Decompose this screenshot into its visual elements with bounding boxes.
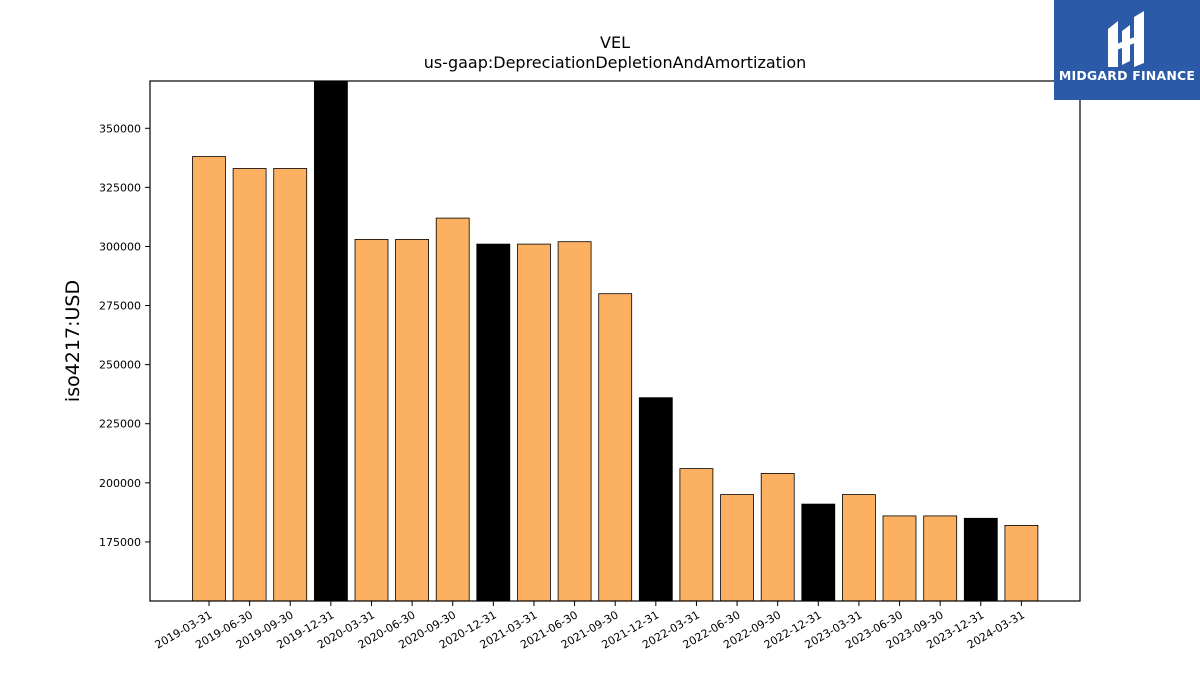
y-axis-ticks: 175000 200000 225000 250000 275000 300000 3250… <box>99 122 150 549</box>
bar-2020-03-31 <box>354 238 389 602</box>
bar-2020-06-30 <box>395 238 430 602</box>
y-tick-label: 225000 <box>99 418 141 431</box>
bar-2023-03-31 <box>842 494 876 602</box>
y-tick-label: 275000 <box>99 300 141 313</box>
bar-2022-12-31 <box>801 503 836 602</box>
bar-2022-03-31 <box>679 468 714 602</box>
midgard-finance-logo: MIDGARD FINANCE <box>1054 0 1200 100</box>
y-tick-label: 250000 <box>99 359 141 372</box>
bars-group <box>192 80 1039 602</box>
x-axis-ticks: 2019-03-312019-06-302019-09-302019-12-31… <box>153 601 1027 652</box>
bar-2023-09-30 <box>923 515 958 602</box>
bar-2021-03-31 <box>517 243 551 602</box>
y-tick-label: 325000 <box>99 181 141 194</box>
bar-2021-12-31 <box>638 397 673 602</box>
bar-2020-09-30 <box>435 217 470 602</box>
bar-2023-06-30 <box>882 515 917 602</box>
y-tick-label: 175000 <box>99 536 141 549</box>
y-tick-label: 200000 <box>99 477 141 490</box>
bar-2024-03-31 <box>1004 525 1039 602</box>
y-tick-label: 300000 <box>99 240 141 253</box>
plot-frame <box>149 80 1081 602</box>
bar-2019-06-30 <box>232 168 267 602</box>
bar-2019-09-30 <box>273 168 308 602</box>
bar-2023-12-31 <box>963 517 998 602</box>
bar-2019-03-31 <box>192 156 226 602</box>
logo-mark-icon <box>1108 11 1144 67</box>
bar-2020-12-31 <box>476 243 511 602</box>
bar-2022-06-30 <box>720 494 754 602</box>
bar-2021-06-30 <box>557 241 592 602</box>
logo-text: MIDGARD FINANCE <box>1058 68 1196 83</box>
chart-title: VEL <box>600 33 630 52</box>
bar-2021-09-30 <box>598 293 633 602</box>
y-axis-label: iso4217:USD <box>62 280 84 402</box>
chart-subtitle: us-gaap:DepreciationDepletionAndAmortiza… <box>424 53 807 72</box>
bar-2022-09-30 <box>760 472 795 602</box>
bar-2019-12-31 <box>313 80 348 602</box>
y-tick-label: 350000 <box>99 122 141 135</box>
